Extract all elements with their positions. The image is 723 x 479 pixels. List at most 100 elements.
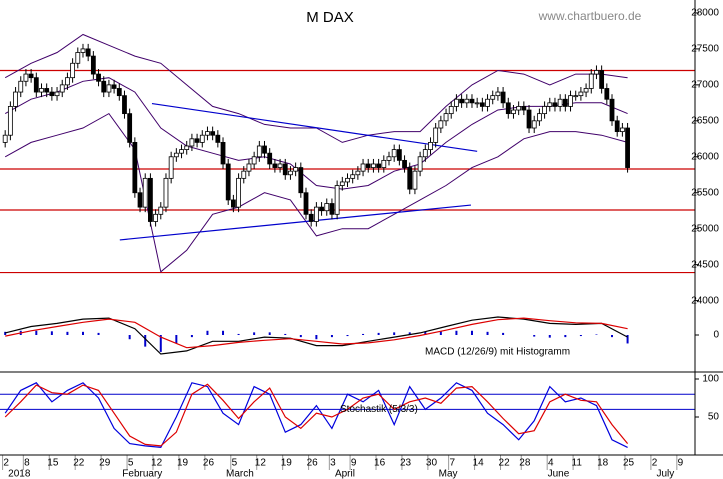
- panel-label: Stochastik (5/3/3): [340, 404, 418, 415]
- x-tick-label: 7: [449, 458, 455, 469]
- candle-body: [365, 163, 371, 168]
- candle-body: [485, 98, 490, 107]
- month-label: March: [226, 469, 254, 479]
- candle-body: [339, 181, 345, 186]
- candle-body: [391, 149, 397, 158]
- candle-body: [614, 120, 620, 133]
- candle-body: [319, 206, 324, 212]
- candle-body: [18, 80, 24, 93]
- source: www.chartbuero.de: [538, 9, 642, 23]
- candle-body: [137, 192, 143, 208]
- candle-body: [184, 145, 190, 150]
- candle-body: [241, 170, 247, 179]
- candle-body: [236, 177, 241, 208]
- trend-line: [151, 102, 478, 152]
- x-tick-label: 12: [255, 458, 267, 469]
- candle-body: [153, 213, 158, 222]
- candle-body: [324, 203, 330, 212]
- candle-body: [210, 131, 216, 136]
- candle-body: [454, 98, 459, 107]
- candle-body: [500, 91, 506, 104]
- candle-body: [101, 80, 107, 93]
- candle-body: [215, 134, 221, 143]
- candle-body: [583, 88, 589, 93]
- candle-body: [376, 163, 382, 168]
- trend-line: [119, 204, 471, 241]
- series-line: [5, 316, 628, 355]
- candle-body: [547, 102, 553, 107]
- candle-body: [516, 106, 522, 111]
- candle-body: [256, 145, 262, 158]
- candle-body: [179, 149, 184, 154]
- candle-body: [272, 163, 278, 168]
- candle-body: [360, 163, 366, 172]
- y-tick-label: 26500: [691, 115, 719, 126]
- y-tick-label: 0: [713, 330, 719, 341]
- month-label: February: [122, 469, 162, 479]
- x-tick-label: 14: [473, 458, 485, 469]
- candle-body: [594, 70, 599, 75]
- candle-body: [474, 102, 480, 105]
- candle-body: [511, 109, 516, 115]
- candle-body: [303, 192, 309, 215]
- candle-body: [619, 127, 625, 133]
- x-tick-label: 18: [597, 458, 609, 469]
- candle-body: [122, 95, 127, 115]
- y-tick-label: 26000: [691, 151, 719, 162]
- candle-body: [28, 73, 34, 79]
- y-tick-label: 50: [708, 412, 720, 423]
- candle-body: [85, 48, 91, 57]
- candle-body: [23, 73, 29, 82]
- x-tick-label: 23: [400, 458, 412, 469]
- month-label: July: [657, 469, 675, 479]
- month-label: 2018: [8, 469, 31, 479]
- candle-body: [298, 167, 304, 194]
- candle-body: [205, 131, 210, 136]
- candle-body: [225, 163, 231, 201]
- candle-body: [80, 48, 86, 53]
- candle-body: [329, 203, 335, 215]
- candle-body: [189, 138, 195, 147]
- candle-body: [355, 170, 361, 176]
- series-line: [5, 317, 628, 349]
- candle-body: [448, 106, 454, 115]
- candle-body: [334, 185, 340, 215]
- candle-body: [433, 127, 439, 143]
- x-tick-label: 15: [47, 458, 59, 469]
- month-label: June: [548, 469, 570, 479]
- candle-body: [552, 102, 558, 107]
- candle-body: [194, 138, 200, 143]
- candle-body: [33, 77, 39, 93]
- candle-body: [599, 70, 605, 89]
- x-tick-label: 22: [499, 458, 511, 469]
- candle-body: [521, 106, 527, 111]
- candle-body: [246, 163, 252, 172]
- x-tick-label: 5: [128, 458, 134, 469]
- candle-body: [402, 159, 407, 168]
- candle-body: [2, 134, 8, 143]
- y-tick-label: 27000: [691, 80, 719, 91]
- candle-body: [277, 163, 283, 168]
- candle-body: [381, 159, 387, 168]
- candle-body: [578, 91, 584, 97]
- month-label: May: [439, 469, 458, 479]
- candle-body: [625, 127, 630, 168]
- candle-body: [75, 52, 81, 64]
- x-tick-label: 4: [548, 458, 554, 469]
- x-tick-label: 8: [24, 458, 30, 469]
- candle-body: [282, 163, 288, 176]
- candle-body: [526, 109, 532, 129]
- series-line: [4, 383, 629, 447]
- x-tick-label: 2: [3, 458, 9, 469]
- x-tick-label: 12: [151, 458, 163, 469]
- x-tick-label: 29: [99, 458, 111, 469]
- x-tick-label: 22: [73, 458, 85, 469]
- candle-body: [54, 91, 60, 97]
- y-tick-label: 100: [702, 374, 719, 385]
- candle-body: [116, 88, 122, 97]
- candle-body: [65, 77, 70, 86]
- candle-body: [345, 177, 350, 183]
- candle-body: [495, 91, 501, 97]
- x-tick-label: 3: [330, 458, 336, 469]
- candle-body: [39, 88, 44, 93]
